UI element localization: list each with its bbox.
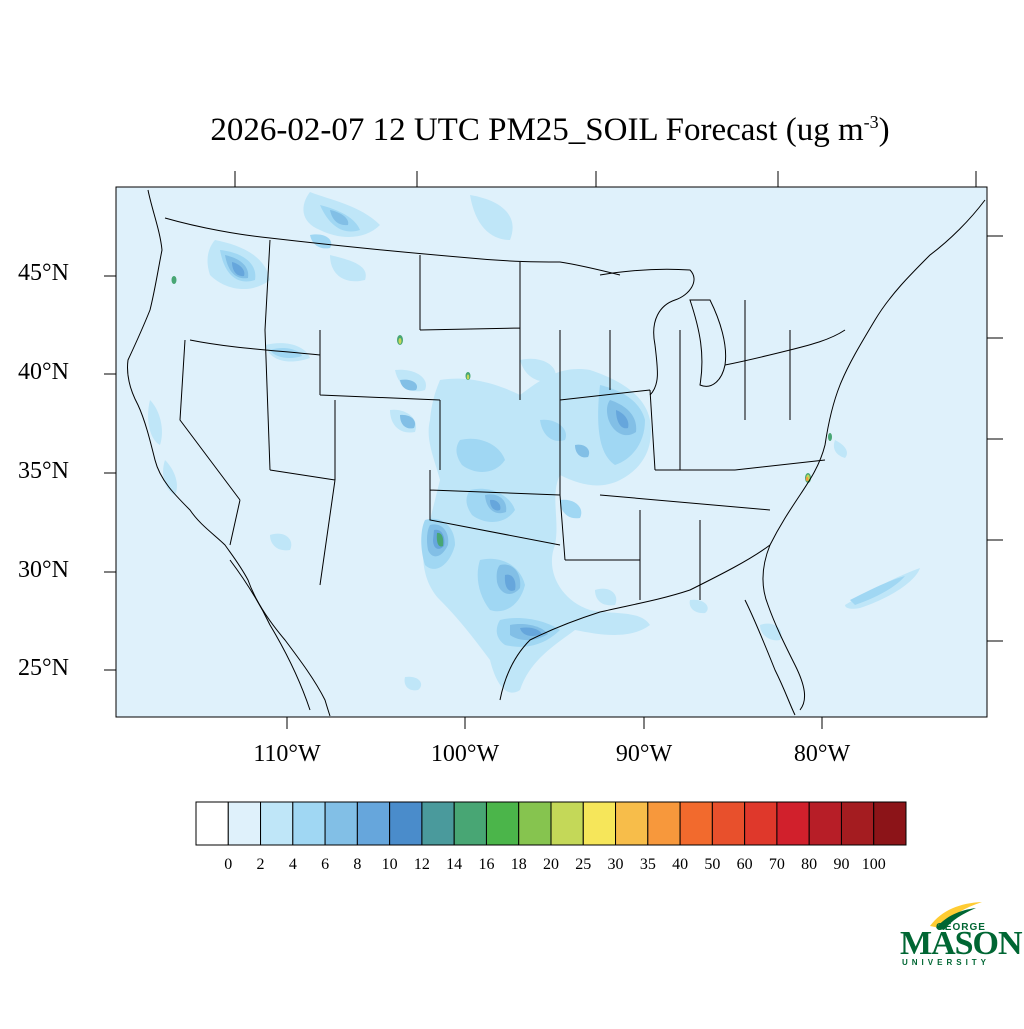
colorbar-tick-label: 2 (256, 856, 265, 873)
colorbar-tick-label: 16 (478, 856, 495, 873)
colorbar-tick-label: 0 (224, 856, 233, 873)
colorbar-swatch (485, 801, 520, 846)
colorbar-swatch (421, 801, 455, 846)
logo-sub-text: UNIVERSITY (902, 958, 991, 967)
colorbar-tick-label: 40 (672, 856, 689, 873)
lon-label-110w: 110°W (253, 741, 321, 767)
colorbar-tick-label: 80 (801, 856, 818, 873)
colorbar-tick-label: 50 (704, 856, 721, 873)
colorbar-tick-label: 20 (543, 856, 559, 873)
colorbar-tick-label: 70 (768, 856, 785, 873)
colorbar-swatch (873, 801, 907, 846)
colorbar-tick-label: 25 (575, 856, 592, 873)
colorbar-swatch (647, 801, 681, 846)
colorbar-swatch (324, 801, 358, 846)
lat-label-40n: 40°N (18, 359, 69, 385)
lon-label-90w: 90°W (615, 741, 673, 767)
colorbar-swatch (808, 801, 842, 846)
colorbar-swatch (389, 801, 423, 846)
map-title: 2026-02-07 12 UTC PM25_SOIL Forecast (ug… (210, 112, 890, 148)
colorbar-swatch (615, 801, 649, 846)
logo-top-text: GEORGE (936, 922, 986, 933)
colorbar-swatch (260, 801, 294, 846)
colorbar-swatch (840, 801, 875, 846)
axis-ticks (104, 171, 1003, 729)
colorbar-tick-label: 60 (736, 856, 753, 873)
logo-swoosh-icon (930, 902, 982, 930)
lat-label-35n: 35°N (18, 458, 69, 484)
logo-main-text: MASON (900, 925, 1023, 962)
colorbar-tick-label: 10 (381, 856, 398, 873)
lat-label-30n: 30°N (18, 557, 69, 583)
colorbar-tick-label: 90 (833, 856, 850, 873)
colorbar-tick-label: 18 (510, 856, 527, 873)
colorbar-tick-label: 6 (321, 856, 330, 873)
colorbar-swatch (711, 801, 746, 846)
colorbar-swatch (227, 801, 262, 846)
lon-label-80w: 80°W (793, 741, 851, 767)
colorbar-tick-label: 4 (288, 856, 297, 873)
colorbar-swatch (518, 801, 552, 846)
george-mason-logo: GEORGE MASON UNIVERSITY (896, 900, 1023, 970)
lat-label-25n: 25°N (18, 655, 69, 681)
colorbar-swatch (292, 801, 326, 846)
colorbar-swatch (453, 801, 487, 846)
colorbar-swatch (195, 801, 229, 846)
colorbar-swatch (679, 801, 713, 846)
colorbar-swatch (356, 801, 391, 846)
colorbar-tick-label: 12 (413, 856, 430, 873)
colorbar-tick-label: 100 (861, 856, 886, 873)
map-frame (115, 186, 988, 718)
colorbar-tick-label: 30 (607, 856, 624, 873)
lon-label-100w: 100°W (430, 741, 500, 767)
colorbar-tick-label: 35 (639, 856, 656, 873)
lat-label-45n: 45°N (18, 260, 69, 286)
colorbar-swatch (776, 801, 810, 846)
colorbar-tick-label: 14 (446, 856, 463, 873)
concentration-fields (148, 192, 920, 693)
colorbar (195, 801, 907, 846)
colorbar-tick-label: 8 (353, 856, 362, 873)
colorbar-swatch (582, 801, 617, 846)
colorbar-swatch (744, 801, 778, 846)
colorbar-swatch (550, 801, 584, 846)
coastline-and-borders (127, 189, 986, 717)
